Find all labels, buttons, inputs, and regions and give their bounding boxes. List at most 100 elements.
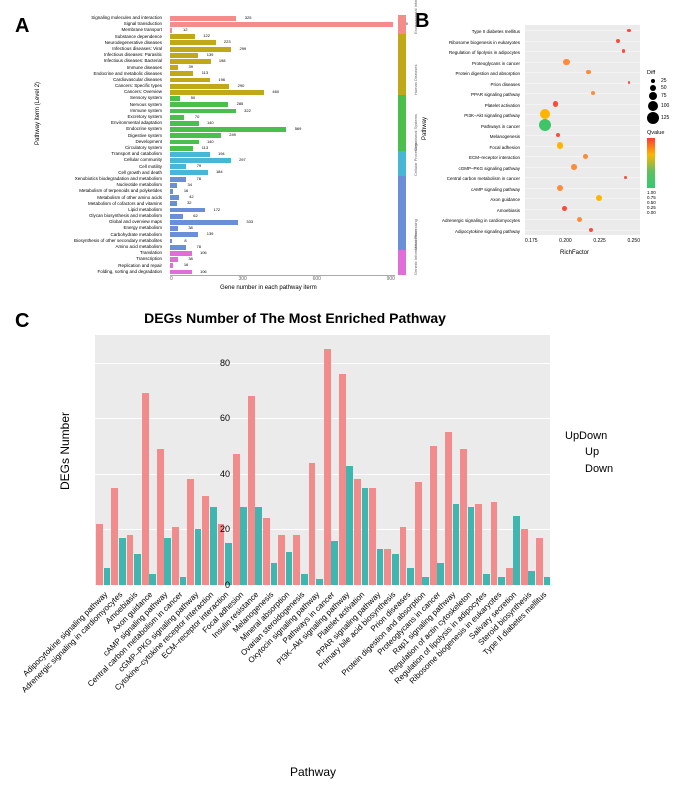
panel-b-plot [525,25,640,235]
bar-group [187,479,202,585]
bar-up [506,568,513,585]
bar: 194 [170,152,210,157]
bar-value: 460 [272,89,279,94]
bar: 333 [170,220,238,225]
scatter-dot [562,206,567,211]
gridline [525,219,640,220]
bar-group [293,535,308,585]
bar-group [490,502,505,585]
bar-up [475,504,482,585]
bar-up [96,524,103,585]
bar-up [127,535,134,585]
bar-value: 79 [197,163,201,168]
bar-value: 184 [216,169,223,174]
bar-group [126,535,141,585]
bar-value: 78 [197,244,201,249]
bar-down [301,574,308,585]
scatter-dot [557,142,564,149]
bar: 139 [170,232,198,237]
bar: 79 [170,164,186,169]
scatter-dot [583,154,588,159]
bar: 299 [170,47,231,52]
gridline [525,104,640,105]
scatter-dot [624,176,627,179]
bar-down [453,504,460,585]
bar-down [407,568,414,585]
bar-group [233,454,248,585]
scatter-dot [591,91,595,95]
bar-up [293,535,300,585]
gridline [525,198,640,199]
bar-value: 333 [246,219,253,224]
bar: 297 [170,158,231,163]
bar: 113 [170,71,193,76]
xtick: 0.225 [593,238,606,244]
bar-value: 12 [183,27,187,32]
bar-down [513,516,520,585]
bar-group [96,524,111,585]
scatter-dot [589,228,593,232]
bar-down [104,568,111,585]
bar-up [460,449,467,585]
bar-value: 113 [202,145,208,150]
bar-value: 113 [202,70,208,75]
bar: 70 [170,115,184,120]
dot-label: Adipocytokine signaling pathway [425,229,520,234]
xtick: 300 [239,276,247,282]
dot-label: Pathways in cancer [425,124,520,129]
dot-label: Focal adhesion [425,145,520,150]
bar-value: 16 [184,262,188,267]
legend-label-up: Up [585,446,599,458]
gridline [525,146,640,147]
bar-value: 285 [237,101,244,106]
bar: 285 [170,102,228,107]
legend-size-row: 25 [647,78,669,84]
bar-group [354,479,369,585]
bar: 196 [170,78,210,83]
gridline [525,209,640,210]
bar-up [142,393,149,585]
scatter-dot [571,164,577,170]
bar: 32 [170,201,177,206]
legend-size-row: 75 [647,92,669,100]
gridline [525,93,640,94]
gridline [525,188,640,189]
bar: 1089 [170,22,393,27]
legend-size-row: 100 [647,101,669,111]
scatter-dot [553,101,559,107]
bar-group [430,446,445,585]
bar-up [415,482,422,585]
group-segment [398,250,406,275]
dot-label: Regulation of lipolysis in adipocytes [425,50,520,55]
dot-label: Protein digestion and absorption [425,71,520,76]
bar-up [354,479,361,585]
bar: 78 [170,177,186,182]
dot-label: PPAR signaling pathway [425,92,520,97]
bar-group [369,488,384,585]
bar-value: 122 [203,33,210,38]
bar-group [460,449,475,585]
bar-group [536,538,551,585]
panel-c-title: DEGs Number of The Most Enriched Pathway [40,310,550,326]
bar-up [400,527,407,585]
bar: 38 [170,226,178,231]
bar-value: 249 [229,132,236,137]
bar-up [430,446,437,585]
bar-down [528,571,535,585]
legend-swatch-down [565,462,579,476]
gridline [95,363,550,364]
gridline [525,167,640,168]
ytick: 0 [225,580,230,590]
panel-a: Pathway iterm (Level 2) Gene number in e… [40,15,410,295]
legend-gradient [647,138,655,188]
bar-value: 139 [207,52,214,57]
bar-down [134,554,141,585]
bar-value: 139 [207,231,214,236]
bar-group [415,482,430,585]
bar-up [278,535,285,585]
bar: 223 [170,40,216,45]
bar: 325 [170,16,236,21]
panel-c-plot [95,335,550,585]
bar-down [119,538,126,585]
bar-up [111,488,118,585]
